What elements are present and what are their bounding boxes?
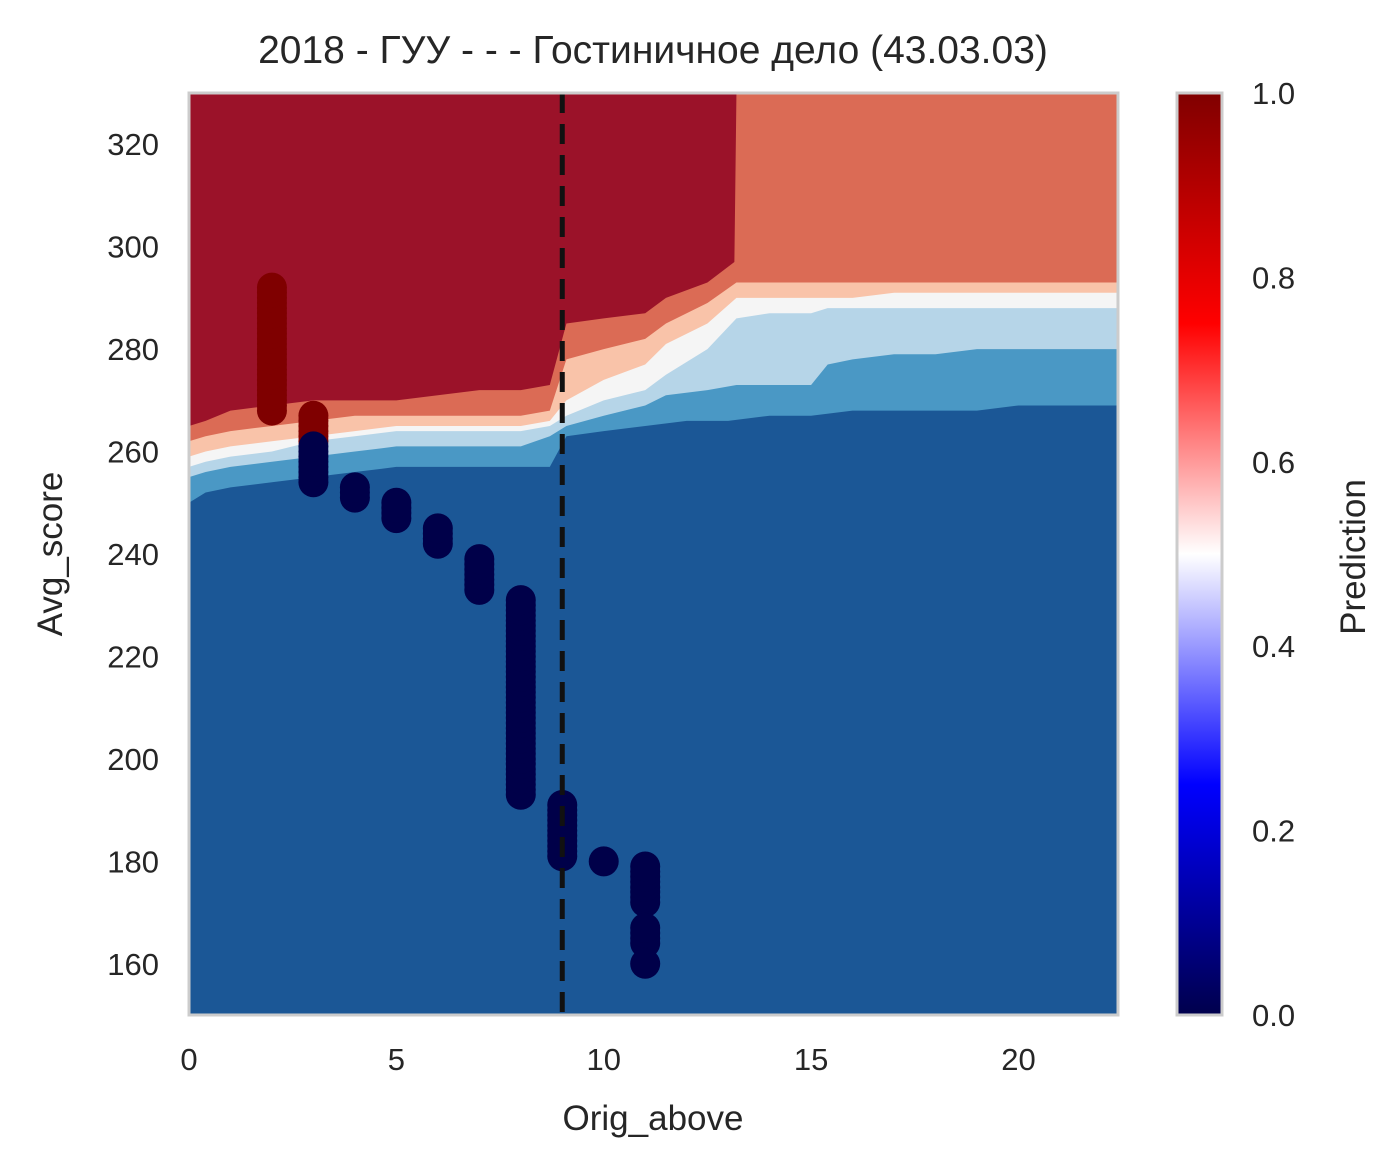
colorbar-tick-label: 0.0 (1252, 998, 1295, 1033)
y-tick-label: 260 (107, 435, 159, 470)
scatter-point (298, 431, 329, 462)
scatter-point-group-7 (505, 585, 536, 810)
y-tick-label: 200 (107, 742, 159, 777)
scatter-point (256, 272, 287, 303)
x-axis-label: Orig_above (563, 1099, 744, 1138)
scatter-point-group-12 (630, 948, 661, 979)
points-layer (256, 272, 661, 979)
scatter-point-group-2 (298, 431, 329, 498)
x-tick-label: 15 (794, 1042, 828, 1077)
scatter-point (422, 513, 453, 544)
plot-area (189, 93, 1118, 1015)
y-tick-label: 220 (107, 639, 159, 674)
scatter-point-group-0 (256, 272, 287, 426)
x-tick-label: 0 (180, 1042, 197, 1077)
scatter-point-group-3 (339, 472, 370, 513)
colorbar: 0.0 0.2 0.4 0.6 0.8 1.0 Prediction (1175, 76, 1373, 1033)
scatter-point (588, 846, 619, 877)
y-axis-label: Avg_score (31, 472, 70, 637)
chart-title: 2018 - ГУУ - - - Гостиничное дело (43.03… (258, 29, 1048, 72)
x-axis-ticks: 0 5 10 15 20 (180, 1042, 1035, 1077)
colorbar-gradient (1175, 91, 1224, 1017)
scatter-point-group-5 (422, 513, 453, 559)
colorbar-tick-label: 0.8 (1252, 260, 1295, 295)
scatter-point-group-10 (630, 851, 661, 918)
y-tick-label: 300 (107, 230, 159, 265)
scatter-point-group-8 (547, 789, 578, 872)
colorbar-tick-label: 0.6 (1252, 445, 1295, 480)
colorbar-ticks: 0.0 0.2 0.4 0.6 0.8 1.0 (1252, 76, 1295, 1033)
y-tick-label: 180 (107, 844, 159, 879)
plot-frame (187, 91, 1120, 1017)
scatter-point (464, 544, 495, 575)
y-axis-ticks: 160 180 200 220 240 260 280 300 320 (107, 127, 159, 982)
colorbar-tick-label: 0.2 (1252, 814, 1295, 849)
scatter-point (630, 912, 661, 943)
scatter-point-group-6 (464, 544, 495, 605)
scatter-point (630, 851, 661, 882)
y-tick-label: 280 (107, 332, 159, 367)
contour-layer (189, 93, 1118, 1015)
scatter-point-group-4 (381, 487, 412, 534)
colorbar-tick-label: 1.0 (1252, 76, 1295, 111)
x-tick-label: 10 (586, 1042, 620, 1077)
y-tick-label: 320 (107, 127, 159, 162)
x-tick-label: 5 (388, 1042, 405, 1077)
scatter-point (630, 948, 661, 979)
y-tick-label: 240 (107, 537, 159, 572)
colorbar-tick-label: 0.4 (1252, 629, 1295, 664)
scatter-point-group-9 (588, 846, 619, 877)
scatter-point (505, 585, 536, 616)
scatter-point (339, 472, 370, 503)
x-tick-label: 20 (1001, 1042, 1035, 1077)
colorbar-label: Prediction (1334, 479, 1373, 635)
y-tick-label: 160 (107, 947, 159, 982)
contour-band-0.8-1.0 (189, 93, 1118, 426)
scatter-point (547, 789, 578, 820)
scatter-point (381, 487, 412, 518)
scatter-point (298, 400, 329, 431)
